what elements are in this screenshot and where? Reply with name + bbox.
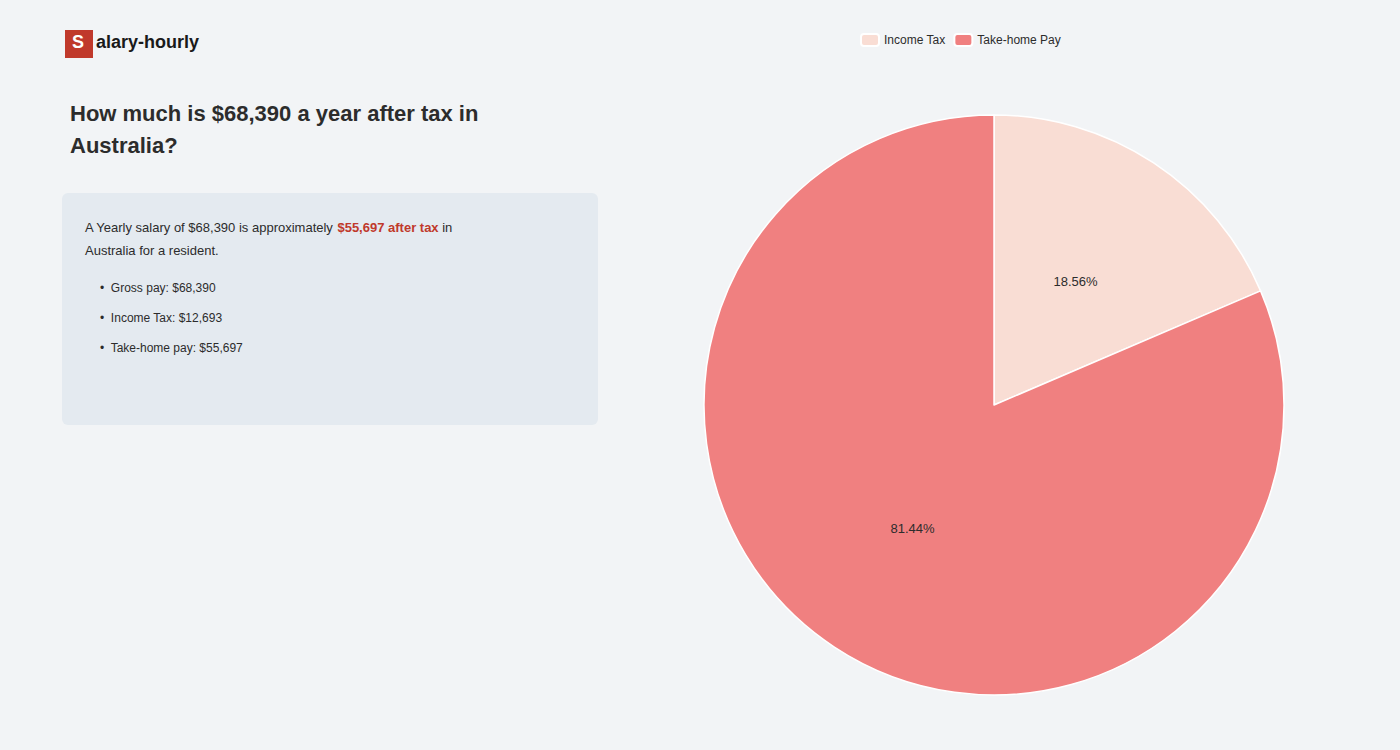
svg-text:18.56%: 18.56% bbox=[1053, 274, 1098, 289]
svg-text:Income Tax: Income Tax bbox=[884, 33, 945, 47]
svg-text:alary-hourly: alary-hourly bbox=[96, 32, 199, 52]
svg-text:$55,697 after tax: $55,697 after tax bbox=[337, 220, 439, 235]
svg-text:How much is $68,390 a year aft: How much is $68,390 a year after tax in bbox=[70, 101, 478, 126]
svg-text:A Yearly salary of $68,390 is: A Yearly salary of $68,390 is approximat… bbox=[85, 220, 336, 235]
svg-text:• Gross pay: $68,390: • Gross pay: $68,390 bbox=[100, 281, 216, 295]
svg-text:Take-home Pay: Take-home Pay bbox=[977, 33, 1060, 47]
svg-text:in: in bbox=[439, 220, 453, 235]
svg-text:81.44%: 81.44% bbox=[890, 521, 935, 536]
svg-text:Australia?: Australia? bbox=[70, 133, 178, 158]
svg-text:S: S bbox=[72, 32, 84, 52]
svg-text:• Take-home pay: $55,697: • Take-home pay: $55,697 bbox=[100, 341, 243, 355]
svg-text:Australia for a resident.: Australia for a resident. bbox=[85, 243, 219, 258]
svg-text:• Income Tax: $12,693: • Income Tax: $12,693 bbox=[100, 311, 222, 325]
